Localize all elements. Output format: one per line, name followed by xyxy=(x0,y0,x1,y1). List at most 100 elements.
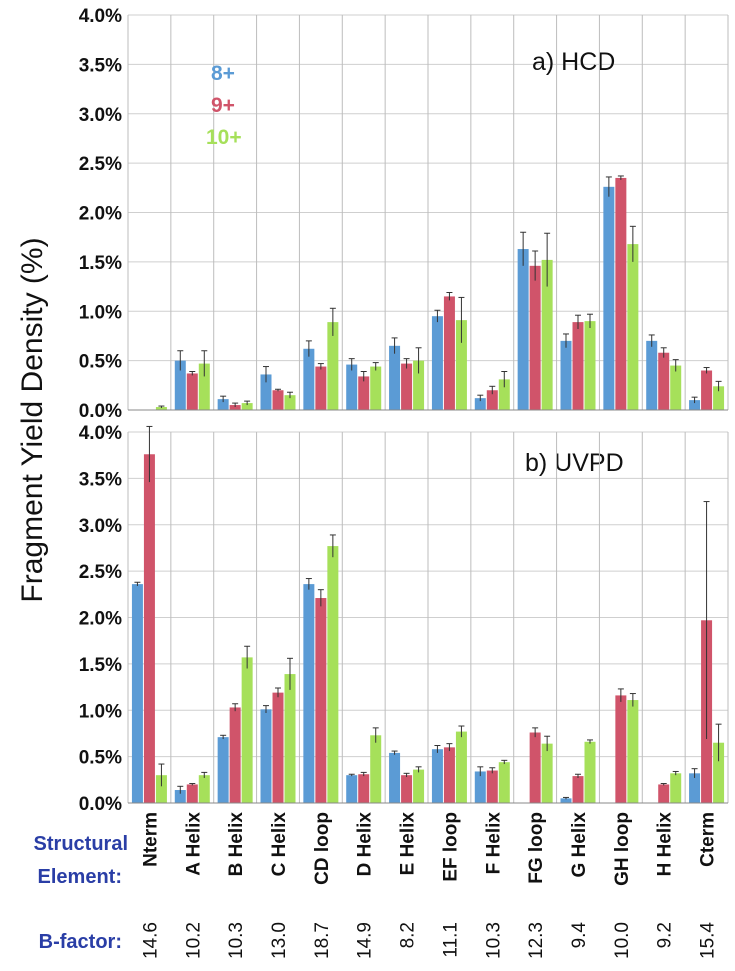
hcd-bar-c-helix-8plus xyxy=(260,374,272,410)
category-labels: Nterm A Helix B Helix C Helix CD loop D Helix… xyxy=(140,812,718,886)
uvpd-bar-b-helix-9plus xyxy=(229,707,241,803)
legend-entry-8plus: 8+ xyxy=(211,62,235,85)
hcd-bar-fg-loop-9plus xyxy=(529,265,541,410)
category-label-d-helix: D Helix xyxy=(355,812,376,877)
hcd-bar-e-helix-10plus xyxy=(413,360,425,410)
b-factor-c-helix: 13.0 xyxy=(269,922,290,959)
b-factor-cterm: 15.4 xyxy=(698,922,719,959)
uvpd-bar-e-helix-10plus xyxy=(413,769,425,803)
uvpd-bar-g-helix-9plus xyxy=(572,776,584,803)
category-label-c-helix: C Helix xyxy=(269,812,290,877)
hcd-bar-g-helix-10plus xyxy=(584,321,596,410)
uvpd-bar-cterm-8plus xyxy=(689,773,701,803)
hcd-bar-fg-loop-10plus xyxy=(541,259,553,410)
b-factor-h-helix: 9.2 xyxy=(655,922,676,948)
hcd-y-tick-label: 0.5% xyxy=(79,352,122,373)
uvpd-y-tick-label: 1.0% xyxy=(79,701,122,722)
uvpd-bar-cd-loop-8plus xyxy=(303,584,315,803)
uvpd-bar-nterm-10plus xyxy=(155,775,167,803)
legend-entry-10plus: 10+ xyxy=(206,126,242,149)
uvpd-bar-e-helix-8plus xyxy=(389,752,401,803)
hcd-bar-d-helix-10plus xyxy=(370,366,382,410)
category-label-fg-loop: FG loop xyxy=(526,812,547,884)
uvpd-bar-f-helix-8plus xyxy=(474,771,486,803)
hcd-y-tick-label: 2.5% xyxy=(79,154,122,175)
legend: 8+ 9+ 10+ xyxy=(206,62,242,149)
uvpd-bar-fg-loop-10plus xyxy=(541,743,553,803)
uvpd-bar-e-helix-9plus xyxy=(401,775,413,803)
uvpd-y-tick-label: 1.5% xyxy=(79,655,122,676)
b-factor-d-helix: 14.9 xyxy=(355,922,376,959)
b-factor-fg-loop: 12.3 xyxy=(526,922,547,959)
b-factor-f-helix: 10.3 xyxy=(483,922,504,959)
uvpd-bar-g-helix-8plus xyxy=(560,798,572,803)
uvpd-bar-a-helix-8plus xyxy=(174,790,186,803)
uvpd-bar-ef-loop-10plus xyxy=(455,731,467,803)
structural-element-label-line1: Structural xyxy=(34,833,128,855)
hcd-bar-c-helix-10plus xyxy=(284,395,296,410)
uvpd-bar-d-helix-8plus xyxy=(346,775,358,803)
b-factor-values: 14.6 10.2 10.3 13.0 18.7 14.9 8.2 11.1 10.3 12.3 9… xyxy=(140,922,718,959)
hcd-y-tick-label: 1.0% xyxy=(79,302,122,323)
hcd-bar-gh-loop-9plus xyxy=(615,177,627,410)
uvpd-bar-d-helix-9plus xyxy=(358,774,370,803)
b-factor-b-helix: 10.3 xyxy=(226,922,247,959)
uvpd-bar-f-helix-9plus xyxy=(486,770,498,803)
hcd-panel-title: a) HCD xyxy=(532,48,615,76)
hcd-bar-gh-loop-10plus xyxy=(627,244,639,410)
hcd-bar-g-helix-9plus xyxy=(572,322,584,410)
hcd-bar-cterm-10plus xyxy=(713,386,725,410)
hcd-bar-cterm-9plus xyxy=(701,370,713,410)
hcd-bar-b-helix-10plus xyxy=(241,403,253,410)
uvpd-y-tick-label: 2.0% xyxy=(79,609,122,630)
uvpd-bar-fg-loop-9plus xyxy=(529,732,541,803)
hcd-bar-d-helix-9plus xyxy=(358,376,370,410)
uvpd-y-tick-label: 0.0% xyxy=(79,794,122,815)
b-factor-e-helix: 8.2 xyxy=(398,922,419,948)
uvpd-bar-gh-loop-9plus xyxy=(615,695,627,803)
hcd-bar-b-helix-9plus xyxy=(229,405,241,410)
uvpd-bar-d-helix-10plus xyxy=(370,735,382,803)
hcd-bar-cd-loop-10plus xyxy=(327,322,339,410)
uvpd-bar-c-helix-9plus xyxy=(272,692,284,803)
uvpd-bar-c-helix-10plus xyxy=(284,674,296,803)
hcd-y-tick-label: 4.0% xyxy=(79,6,122,27)
hcd-bar-a-helix-9plus xyxy=(186,373,198,410)
hcd-bar-e-helix-8plus xyxy=(389,345,401,410)
category-label-e-helix: E Helix xyxy=(398,812,419,876)
category-label-gh-loop: GH loop xyxy=(612,812,633,886)
uvpd-bar-g-helix-10plus xyxy=(584,741,596,803)
structural-element-label-line2: Element: xyxy=(38,866,122,888)
hcd-bar-a-helix-10plus xyxy=(198,363,210,410)
hcd-bar-f-helix-10plus xyxy=(498,379,510,410)
hcd-bar-a-helix-8plus xyxy=(174,360,186,410)
hcd-bar-ef-loop-9plus xyxy=(443,296,455,410)
b-factor-nterm: 14.6 xyxy=(140,922,161,959)
hcd-bar-h-helix-9plus xyxy=(658,352,670,410)
uvpd-y-tick-label: 3.5% xyxy=(79,469,122,490)
uvpd-bar-ef-loop-9plus xyxy=(443,747,455,803)
hcd-bar-cterm-8plus xyxy=(689,400,701,410)
hcd-y-tick-label: 3.0% xyxy=(79,105,122,126)
uvpd-bar-a-helix-9plus xyxy=(186,784,198,803)
hcd-bar-b-helix-8plus xyxy=(217,399,229,410)
b-factor-label: B-factor: xyxy=(39,931,122,953)
category-label-a-helix: A Helix xyxy=(183,812,204,876)
hcd-panel: a) HCD 0.0% 0.5% 1.0% 1.5% 2.0% 2.5% 3.0% 3.5% 4… xyxy=(79,6,729,422)
y-axis-label: Fragment Yield Density (%) xyxy=(16,237,49,602)
hcd-bar-c-helix-9plus xyxy=(272,390,284,410)
hcd-bar-gh-loop-8plus xyxy=(603,186,615,410)
category-label-cterm: Cterm xyxy=(698,812,719,867)
uvpd-bar-cd-loop-9plus xyxy=(315,598,327,803)
hcd-bar-e-helix-9plus xyxy=(401,363,413,410)
category-label-g-helix: G Helix xyxy=(569,812,590,878)
hcd-bar-g-helix-8plus xyxy=(560,340,572,410)
hcd-y-tick-label: 2.0% xyxy=(79,204,122,225)
category-label-nterm: Nterm xyxy=(140,812,161,867)
hcd-y-tick-label: 0.0% xyxy=(79,401,122,422)
uvpd-y-tick-label: 4.0% xyxy=(79,423,122,444)
uvpd-bar-ef-loop-8plus xyxy=(431,749,443,803)
b-factor-cd-loop: 18.7 xyxy=(312,922,333,959)
uvpd-panel: b) UVPD 0.0% 0.5% 1.0% 1.5% 2.0% 2.5% 3.0% 3.5%… xyxy=(79,423,729,815)
